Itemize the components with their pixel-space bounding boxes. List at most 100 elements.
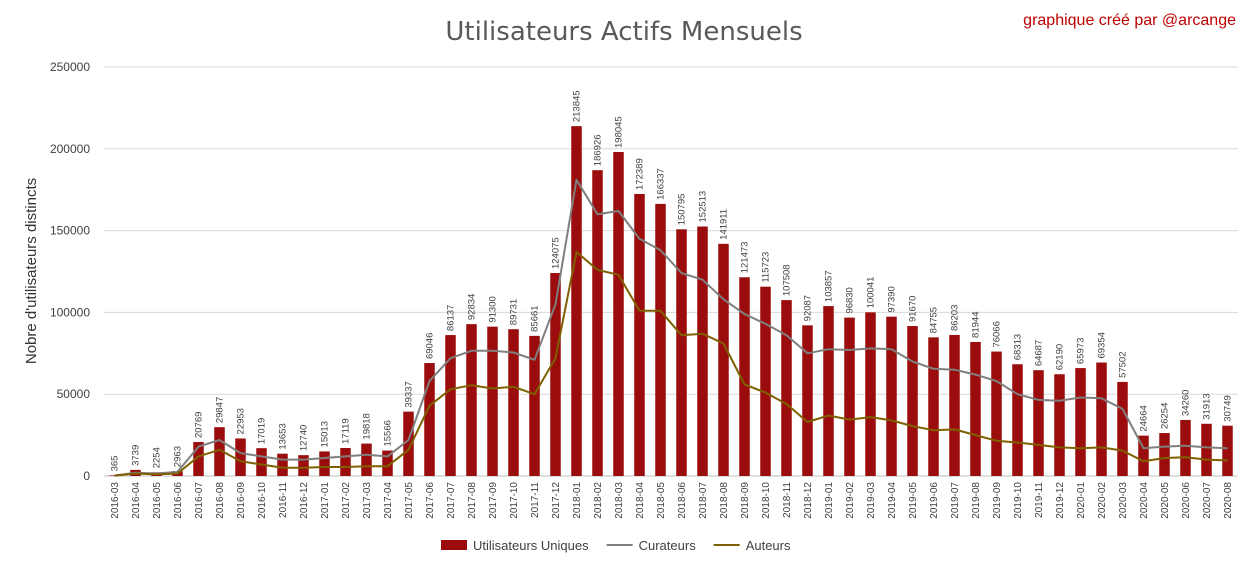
x-tick-label: 2017-09 — [488, 482, 499, 519]
bar — [319, 451, 330, 476]
bar — [676, 229, 687, 476]
data-label: 30749 — [1223, 395, 1234, 421]
x-tick-layer: 2016-03 2016-04 2016-05 2016-06 2016-07 2016-… — [110, 482, 1234, 519]
data-label: 20769 — [194, 412, 205, 438]
legend-label: Auteurs — [746, 538, 791, 553]
bar — [655, 203, 666, 476]
bar — [550, 273, 561, 476]
data-label: 39337 — [404, 381, 415, 407]
bar — [760, 286, 771, 476]
x-tick-label: 2016-08 — [215, 482, 226, 519]
bar — [928, 337, 939, 476]
data-label: 96830 — [845, 287, 856, 313]
data-label: 91300 — [488, 296, 499, 322]
bar — [781, 300, 792, 476]
data-label: 365 — [110, 456, 121, 472]
x-tick-label: 2017-10 — [509, 482, 520, 519]
x-tick-label: 2017-06 — [425, 482, 436, 519]
x-tick-label: 2016-06 — [173, 482, 184, 519]
x-tick-label: 2020-05 — [1160, 482, 1171, 519]
data-label: 103857 — [824, 270, 835, 302]
bar — [970, 341, 981, 476]
bar — [1054, 374, 1065, 476]
x-tick-label: 2016-09 — [236, 482, 247, 519]
bar — [214, 427, 225, 476]
x-tick-label: 2017-02 — [341, 482, 352, 519]
bar — [1138, 435, 1149, 476]
x-tick-label: 2018-02 — [593, 482, 604, 519]
x-tick-label: 2017-07 — [446, 482, 457, 519]
bar — [886, 316, 897, 476]
x-tick-label: 2017-12 — [551, 482, 562, 519]
data-label: 86203 — [950, 305, 961, 331]
data-label: 152513 — [698, 191, 709, 223]
bar — [1012, 364, 1023, 476]
bar — [865, 312, 876, 476]
data-label: 17019 — [257, 418, 268, 444]
bar — [991, 351, 1002, 476]
x-tick-label: 2018-11 — [782, 482, 793, 518]
data-label: 13653 — [278, 423, 289, 449]
bar — [697, 226, 708, 476]
data-label: 84755 — [929, 307, 940, 333]
x-tick-label: 2020-04 — [1139, 482, 1150, 519]
data-label: 22953 — [236, 408, 247, 434]
x-tick-label: 2016-04 — [131, 482, 142, 519]
x-tick-label: 2018-10 — [761, 482, 772, 519]
x-tick-label: 2018-06 — [677, 482, 688, 519]
x-tick-label: 2019-12 — [1055, 482, 1066, 519]
x-tick-label: 2020-07 — [1202, 482, 1213, 519]
legend-label: Curateurs — [639, 538, 697, 553]
grid-layer: 0 50000 100000 150000 200000 250000 — [50, 60, 1238, 483]
bar — [1201, 423, 1212, 476]
data-label: 121473 — [740, 242, 751, 274]
chart-credit: graphique créé par @arcange — [1023, 12, 1236, 29]
data-label: 29847 — [215, 397, 226, 423]
x-tick-label: 2016-07 — [194, 482, 205, 519]
y-tick-label: 150000 — [50, 224, 90, 238]
data-label: 31913 — [1202, 393, 1213, 419]
data-label: 100041 — [866, 277, 877, 309]
x-tick-label: 2020-06 — [1181, 482, 1192, 519]
data-label: 166337 — [656, 168, 667, 200]
bar — [403, 411, 414, 476]
data-label: 213845 — [572, 90, 583, 122]
y-tick-label: 200000 — [50, 142, 90, 156]
x-tick-label: 2016-10 — [257, 482, 268, 519]
data-label: 92087 — [803, 295, 814, 321]
data-label: 26254 — [1160, 403, 1171, 429]
series-line — [114, 250, 1228, 477]
bar — [529, 335, 540, 476]
x-tick-label: 2016-12 — [299, 482, 310, 519]
data-label: 69354 — [1097, 332, 1108, 358]
x-tick-label: 2016-05 — [152, 482, 163, 519]
x-tick-label: 2018-01 — [572, 482, 583, 519]
bar-layer — [109, 126, 1233, 476]
x-tick-label: 2018-07 — [698, 482, 709, 519]
bar — [256, 448, 267, 476]
x-tick-label: 2019-04 — [887, 482, 898, 519]
x-tick-label: 2019-03 — [866, 482, 877, 519]
data-label: 68313 — [1013, 334, 1024, 360]
bar — [1180, 419, 1191, 476]
x-tick-label: 2017-01 — [320, 482, 331, 519]
x-tick-label: 2019-05 — [908, 482, 919, 519]
data-label: 86137 — [446, 305, 457, 331]
bar — [718, 243, 729, 476]
legend-item: Utilisateurs Uniques — [441, 538, 589, 553]
data-label: 85661 — [530, 305, 541, 331]
x-tick-label: 2019-06 — [929, 482, 940, 519]
bar — [382, 450, 393, 476]
data-label: 34260 — [1181, 390, 1192, 416]
bar — [1117, 381, 1128, 476]
data-label: 198045 — [614, 116, 625, 148]
bar — [1222, 425, 1233, 476]
bar — [949, 334, 960, 476]
data-label: 124075 — [551, 237, 562, 269]
x-tick-label: 2019-08 — [971, 482, 982, 519]
data-label: 97390 — [887, 286, 898, 312]
x-tick-label: 2016-03 — [110, 482, 121, 519]
data-label: 15013 — [320, 421, 331, 447]
bar — [1159, 433, 1170, 476]
data-label: 91670 — [908, 296, 919, 322]
